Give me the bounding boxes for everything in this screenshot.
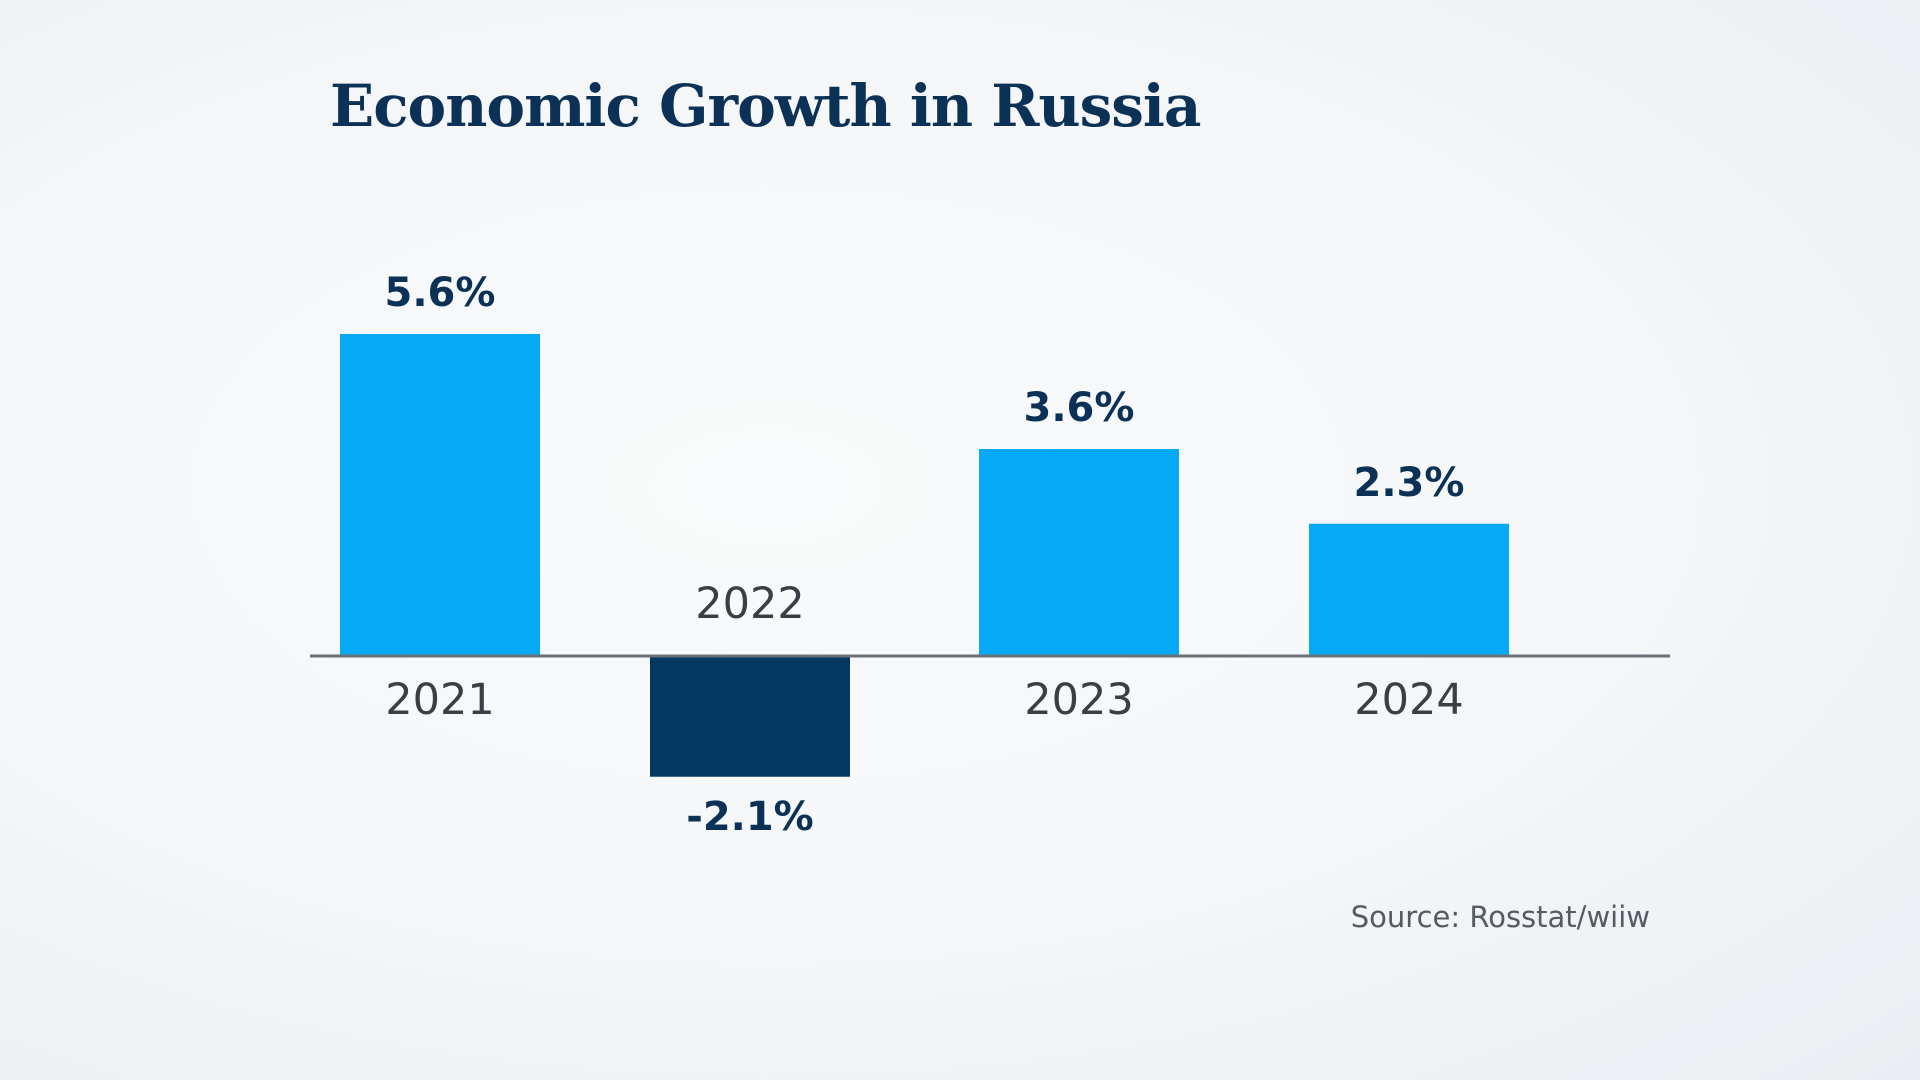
labels-layer: 5.6% 2021 -2.1% 2022 3.6% 2023 2.3% 2024 (385, 270, 1465, 840)
chart-title: Economic Growth in Russia (330, 72, 1202, 140)
category-label-2024: 2024 (1354, 675, 1463, 725)
bar-2021 (340, 334, 540, 656)
source-note: Source: Rosstat/wiiw (1350, 900, 1650, 934)
category-label-2021: 2021 (385, 675, 494, 725)
category-label-2023: 2023 (1024, 675, 1133, 725)
category-label-2022: 2022 (695, 579, 804, 629)
bar-2024 (1309, 523, 1509, 656)
value-label-2023: 3.6% (1024, 385, 1135, 431)
value-label-2021: 5.6% (385, 270, 496, 316)
bars-layer (340, 334, 1509, 777)
value-label-2024: 2.3% (1354, 460, 1465, 506)
value-label-2022: -2.1% (686, 794, 814, 840)
bar-2022 (650, 656, 850, 777)
bar-2023 (979, 449, 1179, 656)
